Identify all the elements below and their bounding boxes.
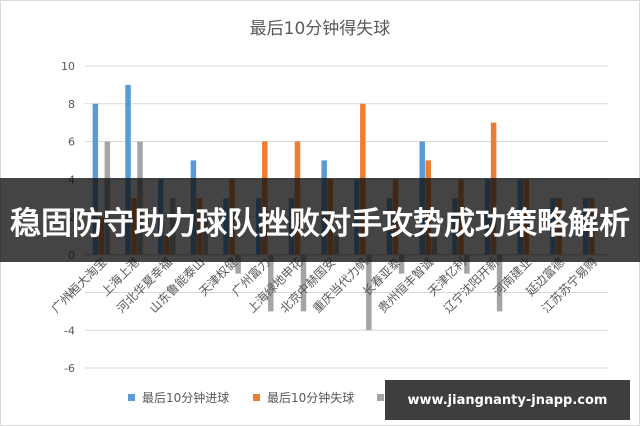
chart-title: 最后10分钟得失球 <box>250 19 391 39</box>
bar <box>300 254 307 312</box>
y-tick-label: 8 <box>68 98 75 111</box>
bar <box>398 254 405 274</box>
bar <box>464 254 470 274</box>
bar <box>496 254 503 312</box>
y-tick-label: 6 <box>68 136 75 149</box>
bar <box>268 254 274 312</box>
watermark-url: www.jiangnanty-jnapp.com <box>407 392 608 408</box>
y-tick-label: -4 <box>64 324 75 337</box>
legend-swatch <box>128 394 135 401</box>
bar <box>366 254 372 331</box>
legend-label: 最后10分钟失球 <box>267 390 354 405</box>
legend-label: 最后10分钟进球 <box>142 390 229 405</box>
y-tick-label: 10 <box>61 60 75 73</box>
watermark-badge: www.jiangnanty-jnapp.com <box>385 380 630 420</box>
legend: 最后10分钟进球 最后10分钟失球 <box>128 390 384 405</box>
headline-banner: 稳固防守助力球队挫败对手攻势成功策略解析 <box>0 178 640 262</box>
y-tick-label: -2 <box>64 287 75 300</box>
y-tick-label: -6 <box>64 362 75 375</box>
legend-swatch <box>377 394 384 401</box>
bar <box>235 254 241 274</box>
bar <box>125 84 131 255</box>
headline-text: 稳固防守助力球队挫败对手攻势成功策略解析 <box>10 205 630 242</box>
legend-swatch <box>253 394 260 401</box>
